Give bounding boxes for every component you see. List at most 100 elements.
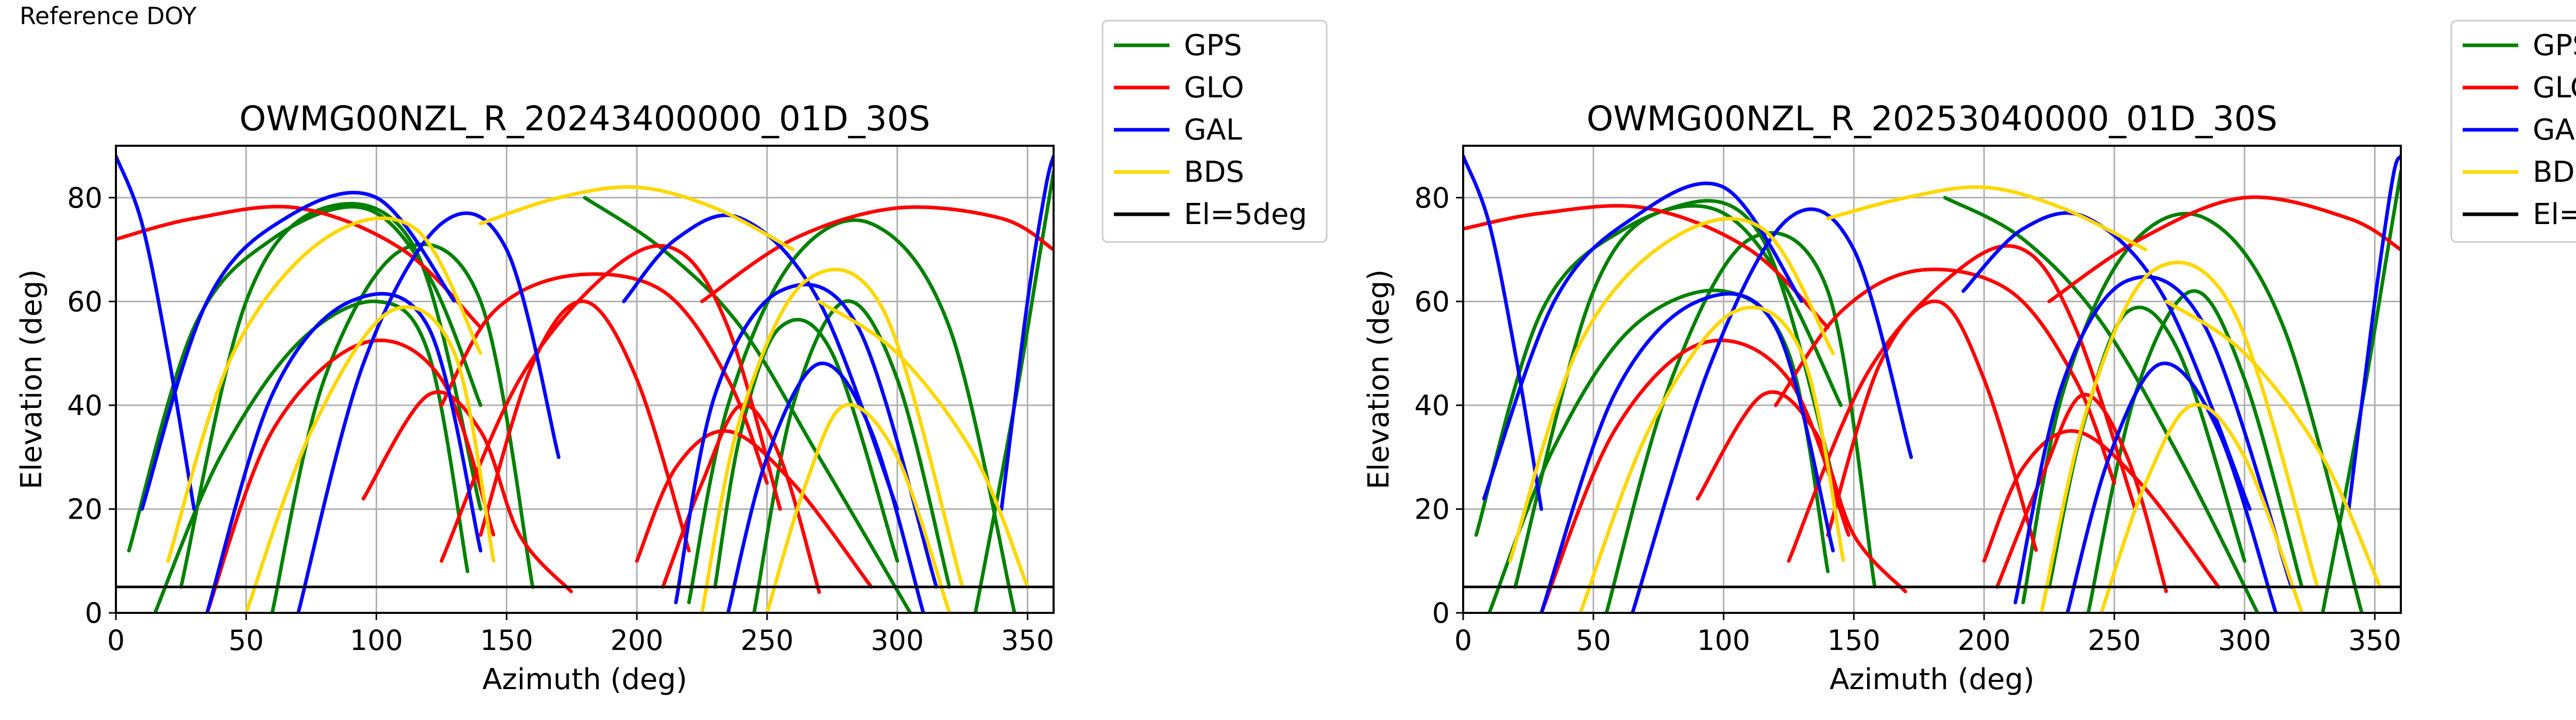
satellite-track	[635, 429, 873, 589]
y-tick-label: 20	[1414, 493, 1450, 525]
satellite-track	[479, 299, 691, 553]
x-tick-label: 0	[1454, 624, 1472, 657]
y-tick-label: 0	[1432, 597, 1450, 629]
satellite-track	[116, 154, 196, 511]
satellite-track	[1604, 231, 1877, 613]
satellite-track	[1579, 305, 1845, 613]
axes-frame	[1462, 145, 2402, 614]
satellite-track	[1696, 390, 1908, 594]
x-axis-label: Azimuth (deg)	[482, 663, 687, 696]
legend-entry: GPS	[1184, 29, 1242, 62]
legend-entry: BDS	[2533, 156, 2576, 189]
x-tick-label: 300	[871, 624, 924, 657]
chart-title: OWMG00NZL_R_20243400000_01D_30S	[239, 99, 930, 139]
satellite-track	[1787, 244, 2137, 563]
satellite-track	[1463, 154, 1544, 511]
series-bds	[1508, 185, 2382, 613]
axes-frame	[115, 145, 1055, 614]
y-tick-label: 40	[1414, 389, 1450, 422]
satellite-track	[2047, 195, 2401, 303]
legend-entry: El=5deg	[2533, 198, 2576, 231]
satellite-track	[296, 211, 561, 613]
satellite-track	[2320, 169, 2401, 613]
satellite-track	[687, 218, 1016, 613]
x-tick-label: 50	[228, 624, 264, 657]
satellite-track	[999, 154, 1054, 511]
satellite-track	[583, 196, 912, 613]
satellite-track	[1513, 199, 1843, 589]
satellite-track	[1539, 338, 1851, 613]
x-axis-label: Azimuth (deg)	[1829, 663, 2035, 696]
legend: GPS GLO GAL BDS El=5deg	[1101, 20, 1328, 243]
x-tick-label: 250	[740, 624, 793, 657]
y-tick-label: 0	[85, 597, 103, 629]
y-tick-label: 80	[1414, 182, 1450, 214]
satellite-track	[2013, 275, 2294, 605]
series-gps	[127, 169, 1054, 613]
x-tick-label: 350	[2348, 624, 2401, 657]
satellite-track	[700, 267, 964, 613]
x-tick-label: 0	[107, 624, 125, 657]
satellite-track	[2021, 212, 2364, 613]
satellite-track	[1943, 196, 2260, 613]
series-gal	[116, 154, 1054, 613]
x-tick-label: 150	[1827, 624, 1880, 657]
plot-area	[1463, 154, 2401, 613]
satellite-track	[166, 216, 483, 563]
legend-entry: GAL	[2533, 113, 2576, 147]
y-tick-label: 20	[67, 493, 103, 525]
satellite-track	[361, 390, 574, 594]
satellite-track	[116, 204, 483, 330]
satellite-track	[1463, 204, 1830, 330]
legend-frame	[1101, 20, 1328, 243]
legend-entry: GLO	[2533, 71, 2576, 105]
satellite-track	[2099, 403, 2304, 613]
x-tick-label: 350	[1001, 624, 1054, 657]
x-tick-label: 50	[1575, 624, 1611, 657]
x-tick-label: 300	[2218, 624, 2271, 657]
chart-panel-1: 0 50 100 150 200 250 300 350 0 20 40 60 80 OWMG00NZL_…	[15, 20, 1328, 696]
satellite-track	[439, 244, 782, 563]
satellite-track	[752, 299, 952, 613]
satellite-track	[713, 318, 900, 589]
chart-panel-2: 0 50 100 150 200 250 300 350 0 20 40 60 80 OWMG00NZL_…	[1362, 20, 2576, 696]
satellite-track	[1826, 299, 2038, 553]
x-tick-label: 100	[1697, 624, 1750, 657]
satellite-track	[2347, 154, 2401, 511]
reference-doy-label: Reference DOY	[20, 2, 197, 30]
satellite-track	[765, 403, 952, 613]
legend-entry: El=5deg	[1184, 198, 1307, 231]
satellite-track	[2039, 261, 2319, 613]
satellite-track	[153, 299, 469, 613]
satellite-track	[2164, 299, 2382, 589]
y-axis-label: Elevation (deg)	[1362, 269, 1396, 489]
legend: GPS GLO GAL BDS El=5deg	[2450, 20, 2576, 243]
x-tick-label: 200	[1958, 624, 2011, 657]
legend-entry: BDS	[1184, 156, 1244, 189]
satellite-track	[244, 305, 496, 613]
y-tick-label: 80	[67, 182, 103, 214]
satellite-track	[1631, 207, 1913, 613]
y-tick-label: 60	[67, 285, 103, 318]
y-axis-label: Elevation (deg)	[15, 269, 48, 489]
legend-entry: GPS	[2533, 29, 2576, 62]
satellite-track	[726, 362, 925, 613]
satellite-track	[2065, 362, 2278, 613]
plot-area	[116, 154, 1054, 613]
x-tick-label: 150	[480, 624, 533, 657]
y-tick-label: 60	[1414, 285, 1450, 318]
x-tick-label: 250	[2088, 624, 2141, 657]
chart-title: OWMG00NZL_R_20253040000_01D_30S	[1586, 99, 2277, 139]
satellite-track	[179, 202, 483, 589]
satellite-track	[1995, 392, 2168, 594]
satellite-track	[700, 205, 1054, 303]
y-tick-label: 40	[67, 389, 103, 422]
satellite-track	[674, 282, 938, 605]
legend-entry: GAL	[1184, 113, 1242, 147]
satellite-track	[973, 169, 1054, 613]
satellite-track	[205, 338, 496, 613]
satellite-track	[439, 272, 769, 485]
satellite-track	[205, 292, 483, 613]
satellite-track	[1539, 292, 1835, 613]
